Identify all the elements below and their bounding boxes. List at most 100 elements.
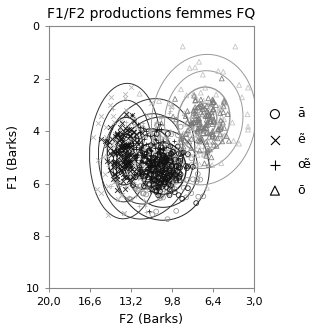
Point [108,158,113,164]
Point [172,96,178,102]
Point [103,141,109,146]
Point [204,108,210,114]
Point [135,153,140,159]
Point [137,147,142,152]
Point [154,178,160,183]
Point [95,157,101,163]
Point [196,194,201,199]
Point [124,185,130,190]
Point [137,185,143,190]
Point [131,153,136,158]
Point [127,134,132,139]
Point [167,108,172,113]
Point [146,163,151,168]
Point [184,166,190,171]
Point [110,106,116,112]
Point [148,128,153,134]
Point [159,169,164,174]
Point [141,168,146,174]
Point [183,113,188,119]
Point [163,155,168,160]
Point [193,98,198,103]
Point [130,134,136,139]
Point [156,146,162,151]
Point [139,133,144,138]
Point [180,134,185,139]
Point [102,172,107,177]
Point [128,164,133,169]
Point [204,156,209,161]
Point [213,120,218,125]
Point [168,105,173,110]
Point [163,166,168,172]
Point [148,149,153,154]
Point [197,127,203,133]
X-axis label: F2 (Barks): F2 (Barks) [119,313,183,326]
Point [198,177,203,182]
Point [144,170,149,175]
Point [157,154,162,160]
Point [144,157,149,162]
Point [155,143,161,148]
Legend: ā, ẽ, œ̃, ō: ā, ẽ, œ̃, ō [262,107,310,197]
Point [157,157,163,162]
Point [221,125,227,131]
Point [136,173,141,178]
Point [125,141,130,146]
Point [115,162,120,167]
Point [170,169,176,174]
Point [139,167,145,172]
Point [160,166,165,171]
Point [95,121,101,126]
Point [118,157,123,162]
Point [156,98,162,104]
Point [167,166,173,171]
Point [196,143,201,149]
Point [114,161,119,166]
Point [200,104,206,109]
Point [153,165,159,170]
Point [147,145,152,151]
Point [183,132,189,137]
Point [125,162,130,167]
Point [144,141,149,146]
Point [174,117,179,122]
Point [143,167,148,172]
Point [137,175,142,181]
Point [174,178,179,183]
Point [124,127,129,133]
Point [147,160,152,165]
Point [150,141,155,146]
Point [147,183,152,188]
Point [148,177,154,183]
Point [119,154,125,159]
Point [121,158,127,163]
Point [127,129,132,134]
Point [210,132,215,137]
Point [134,140,139,145]
Point [174,176,179,181]
Point [149,159,154,164]
Point [139,170,144,175]
Point [117,145,122,150]
Point [203,114,208,119]
Point [150,212,155,217]
Point [161,161,167,166]
Point [210,122,215,127]
Point [137,91,142,96]
Point [120,178,125,183]
Point [171,172,177,178]
Point [139,152,144,158]
Point [131,156,137,162]
Point [112,175,117,180]
Point [205,149,210,154]
Point [154,163,159,168]
Point [137,149,143,154]
Point [126,159,132,164]
Point [157,173,163,179]
Point [178,156,183,162]
Point [178,87,183,92]
Point [221,100,227,105]
Point [211,117,216,123]
Point [150,167,155,173]
